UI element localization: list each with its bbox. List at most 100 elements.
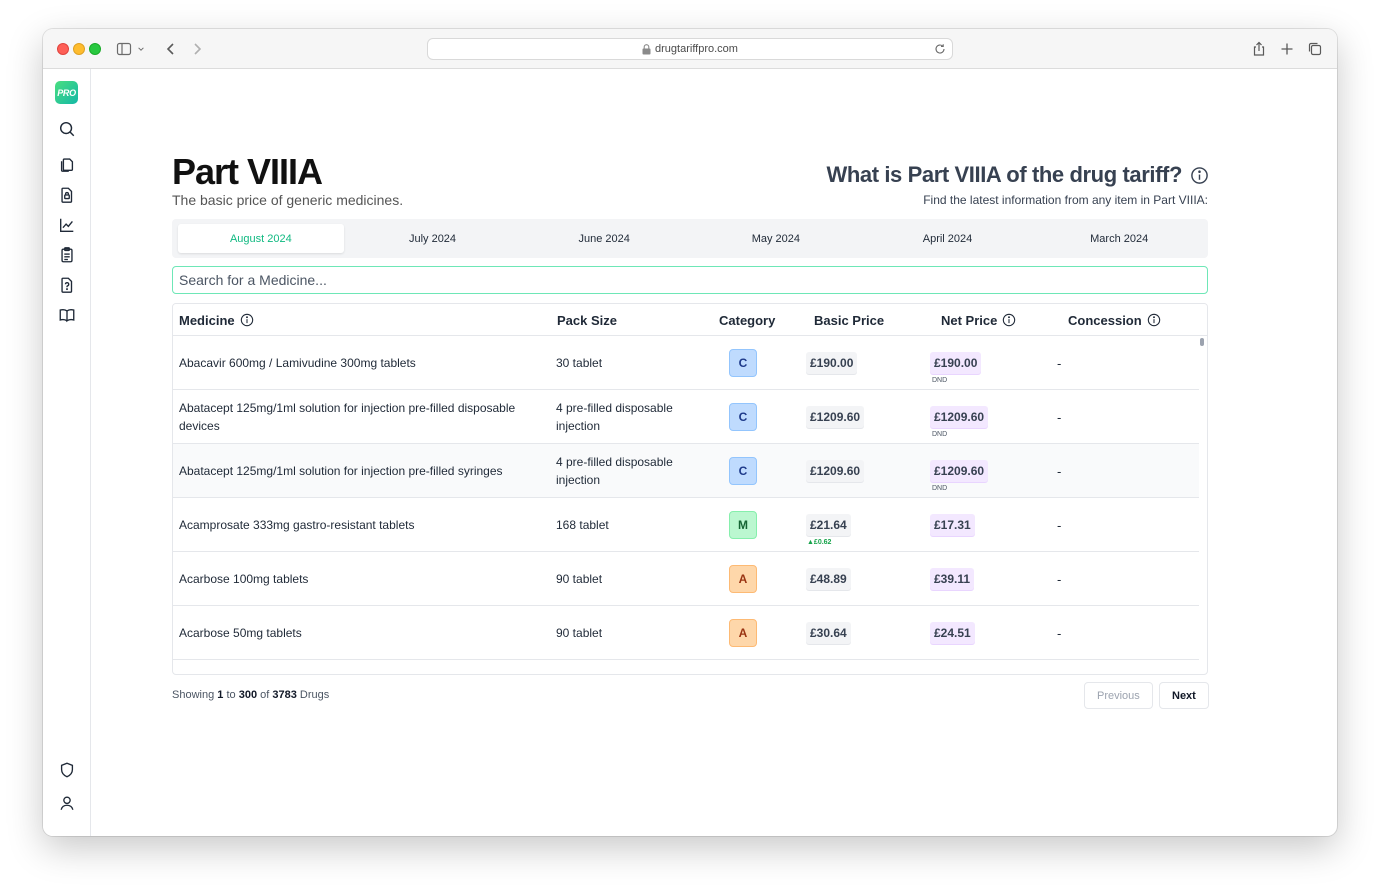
concession-value: - xyxy=(1057,463,1062,479)
medicine-name[interactable]: Acarbose 100mg tablets xyxy=(179,572,309,586)
unit-label: Drugs xyxy=(299,689,330,701)
concession-value: - xyxy=(1057,571,1062,587)
column-header-category[interactable]: Category xyxy=(719,304,775,336)
table-row[interactable]: Abatacept 125mg/1ml solution for injecti… xyxy=(173,444,1199,498)
help-heading-text: What is Part VIIIA of the drug tariff? xyxy=(826,162,1182,187)
clipboard-icon[interactable] xyxy=(56,244,78,266)
pagination-info: Showing 1 to 300 of 3783 Drugs xyxy=(172,689,329,701)
net-price: £24.51 xyxy=(930,622,975,644)
net-price: £190.00 xyxy=(930,352,982,374)
to-label: to xyxy=(226,689,236,701)
file-lock-icon[interactable] xyxy=(56,184,78,206)
concession-value: - xyxy=(1057,625,1062,641)
medicine-name[interactable]: Abatacept 125mg/1ml solution for injecti… xyxy=(179,464,503,478)
table-row[interactable]: Acarbose 50mg tablets 90 tablet A £30.64… xyxy=(173,606,1199,660)
browser-titlebar: drugtariffpro.com xyxy=(43,29,1337,69)
user-icon[interactable] xyxy=(56,792,78,814)
back-arrow-icon[interactable] xyxy=(162,40,180,58)
help-heading: What is Part VIIIA of the drug tariff? xyxy=(826,162,1209,188)
help-subtitle: Find the latest information from any ite… xyxy=(923,193,1208,207)
zoom-window-button[interactable] xyxy=(89,43,101,55)
column-header-net-price[interactable]: Net Price xyxy=(941,304,1016,336)
price-change-label: ▲£0.62 xyxy=(807,539,832,546)
concession-value: - xyxy=(1057,517,1062,533)
reload-icon[interactable] xyxy=(934,43,946,55)
browser-window: drugtariffpro.com PRO xyxy=(43,29,1337,836)
previous-page-button[interactable]: Previous xyxy=(1084,682,1153,709)
table-scrollbar[interactable] xyxy=(1200,338,1204,346)
medicine-search-input[interactable] xyxy=(172,266,1208,294)
main-content: Part VIIIA The basic price of generic me… xyxy=(91,69,1337,836)
book-icon[interactable] xyxy=(56,304,78,326)
tab-march-2024[interactable]: March 2024 xyxy=(1090,232,1149,245)
app-logo[interactable]: PRO xyxy=(55,81,78,104)
close-window-button[interactable] xyxy=(57,43,69,55)
table-row[interactable]: Acarbose 100mg tablets 90 tablet A £48.8… xyxy=(173,552,1199,606)
tab-may-2024[interactable]: May 2024 xyxy=(751,232,800,245)
month-tabs: August 2024 July 2024 June 2024 May 2024… xyxy=(172,219,1208,258)
tab-april-2024[interactable]: April 2024 xyxy=(922,232,973,245)
tab-july-2024[interactable]: July 2024 xyxy=(408,232,457,245)
net-price: £39.11 xyxy=(930,568,975,590)
new-tab-icon[interactable] xyxy=(1278,40,1296,58)
table-row[interactable]: Abacavir 600mg / Lamivudine 300mg tablet… xyxy=(173,336,1199,390)
medicine-name[interactable]: Acarbose 50mg tablets xyxy=(179,626,302,640)
next-page-button[interactable]: Next xyxy=(1159,682,1209,709)
table-header: Medicine Pack Size Category Basic Price … xyxy=(173,304,1207,336)
table-row[interactable]: Acamprosate 333mg gastro-resistant table… xyxy=(173,498,1199,552)
tab-august-2024[interactable]: August 2024 xyxy=(178,224,344,253)
column-header-basic-price-label: Basic Price xyxy=(814,312,885,328)
info-icon[interactable] xyxy=(240,313,254,327)
lock-icon xyxy=(642,43,651,54)
medicine-name[interactable]: Acamprosate 333mg gastro-resistant table… xyxy=(179,518,415,532)
info-icon[interactable] xyxy=(1147,313,1161,327)
app-sidebar: PRO xyxy=(43,69,91,836)
tab-june-2024[interactable]: June 2024 xyxy=(578,232,630,245)
basic-price: £190.00 xyxy=(806,352,858,374)
net-price: £1209.60 xyxy=(930,460,989,482)
column-header-category-label: Category xyxy=(719,312,776,328)
of-label: of xyxy=(260,689,270,701)
info-icon[interactable] xyxy=(1002,313,1016,327)
pack-size: 4 pre-filled disposable injection xyxy=(556,401,673,433)
column-header-pack-size-label: Pack Size xyxy=(557,312,617,328)
info-icon[interactable] xyxy=(1190,166,1209,185)
chart-icon[interactable] xyxy=(56,214,78,236)
category-badge: C xyxy=(729,349,757,377)
dnd-label: DND xyxy=(932,431,948,438)
minimize-window-button[interactable] xyxy=(73,43,85,55)
shield-icon[interactable] xyxy=(56,759,78,781)
dnd-label: DND xyxy=(932,485,948,492)
address-bar[interactable]: drugtariffpro.com xyxy=(427,38,953,60)
basic-price: £1209.60 xyxy=(806,460,865,482)
share-icon[interactable] xyxy=(1250,40,1268,58)
documents-icon[interactable] xyxy=(56,153,78,175)
column-header-pack-size[interactable]: Pack Size xyxy=(557,304,617,336)
search-icon[interactable] xyxy=(56,118,78,140)
column-header-net-price-label: Net Price xyxy=(941,312,998,328)
sidebar-toggle-icon[interactable] xyxy=(115,40,133,58)
range-from: 1 xyxy=(217,689,224,701)
chevron-down-icon[interactable] xyxy=(136,40,146,58)
help-file-icon[interactable] xyxy=(56,274,78,296)
basic-price: £1209.60 xyxy=(806,406,865,428)
column-header-basic-price[interactable]: Basic Price xyxy=(814,304,884,336)
column-header-medicine[interactable]: Medicine xyxy=(179,304,254,336)
medicine-name[interactable]: Abatacept 125mg/1ml solution for injecti… xyxy=(179,401,516,433)
tab-overview-icon[interactable] xyxy=(1306,40,1324,58)
range-to: 300 xyxy=(238,689,258,701)
pack-size: 30 tablet xyxy=(556,356,603,370)
url-text: drugtariffpro.com xyxy=(655,43,738,55)
pack-size: 168 tablet xyxy=(556,518,609,532)
concession-value: - xyxy=(1057,409,1062,425)
net-price: £1209.60 xyxy=(930,406,989,428)
total-count: 3783 xyxy=(272,689,297,701)
medicine-name[interactable]: Abacavir 600mg / Lamivudine 300mg tablet… xyxy=(179,356,416,370)
table-row[interactable]: Abatacept 125mg/1ml solution for injecti… xyxy=(173,390,1199,444)
table-body: Abacavir 600mg / Lamivudine 300mg tablet… xyxy=(173,336,1207,674)
concession-value: - xyxy=(1057,355,1062,371)
column-header-concession-label: Concession xyxy=(1068,312,1142,328)
net-price: £17.31 xyxy=(930,514,975,536)
forward-arrow-icon[interactable] xyxy=(188,40,206,58)
column-header-concession[interactable]: Concession xyxy=(1068,304,1161,336)
